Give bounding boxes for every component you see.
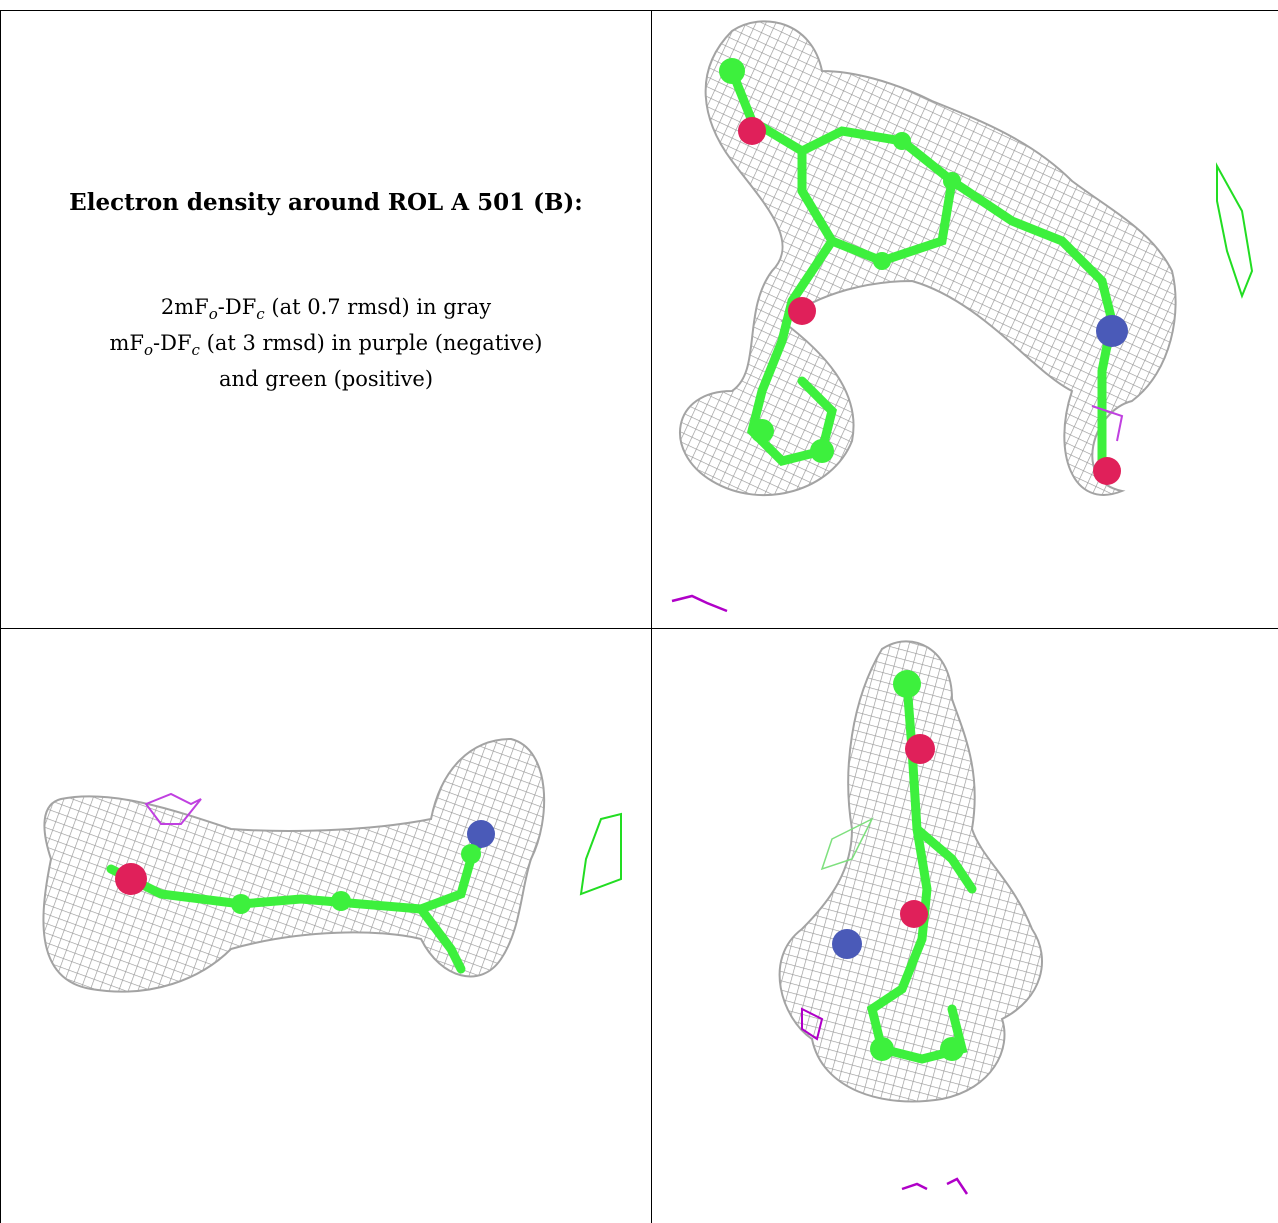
density-render-1	[671, 20, 1254, 613]
legend-line-colors: and green (positive)	[218, 367, 434, 392]
density-mesh-negative	[801, 1007, 824, 1041]
table-divider-vertical	[651, 10, 652, 1223]
legend-line-fofc: mFo-DFc (at 3 rmsd) in purple (negative)	[109, 331, 543, 360]
density-mesh-negative	[144, 792, 202, 825]
ligand-atoms	[719, 58, 1128, 485]
density-view-top-right	[652, 11, 1278, 628]
density-mesh-negative	[671, 594, 728, 613]
figure-description: 2mFo-DFc (at 0.7 rmsd) in gray mFo-DFc (…	[1, 293, 651, 394]
figure-title: Electron density around ROL A 501 (B):	[69, 189, 583, 216]
table-divider-horizontal	[0, 628, 1278, 629]
legend-line-2fofc: 2mFo-DFc (at 0.7 rmsd) in gray	[160, 295, 492, 324]
caption-cell: Electron density around ROL A 501 (B): 2…	[1, 11, 651, 628]
density-mesh-2fofc	[42, 737, 546, 993]
ligand-atoms	[115, 820, 495, 914]
density-view-bottom-left	[1, 629, 651, 1223]
density-mesh-2fofc	[678, 20, 1177, 496]
density-mesh-positive	[820, 817, 874, 871]
ligand-atoms	[832, 670, 964, 1061]
density-mesh-positive	[579, 812, 622, 896]
density-mesh-negative-small	[1091, 405, 1124, 442]
density-mesh-2fofc	[778, 640, 1043, 1103]
table-border-left	[0, 10, 1, 1223]
ligand-bonds	[106, 834, 486, 974]
ligand-bonds	[866, 679, 977, 1064]
density-render-2	[42, 737, 622, 993]
density-mesh-positive	[1216, 162, 1254, 299]
density-render-3	[778, 640, 1043, 1195]
table-border-top	[0, 10, 1278, 11]
density-view-bottom-right	[652, 629, 1278, 1223]
density-mesh-negative-small	[901, 1177, 969, 1195]
